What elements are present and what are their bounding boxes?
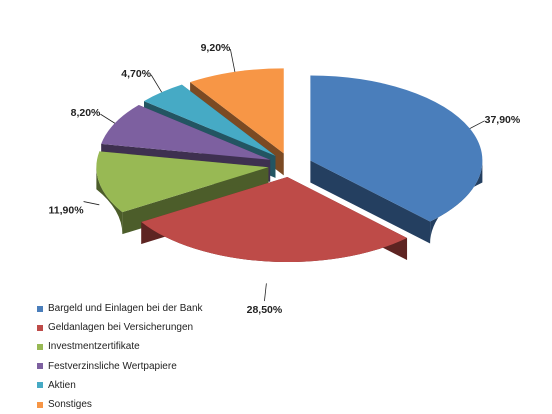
legend-item: Festverzinsliche Wertpapiere <box>37 357 307 376</box>
slice-edge <box>310 160 431 244</box>
legend: Bargeld und Einlagen bei der Bank Geldanl… <box>37 299 307 414</box>
legend-swatch <box>37 363 43 370</box>
leader-line <box>83 201 100 206</box>
leader-line <box>469 120 485 129</box>
data-label-3: 11,90% <box>49 205 85 217</box>
legend-swatch <box>37 401 43 408</box>
legend-item: Geldanlagen bei Versicherungen <box>37 318 307 337</box>
leader-line <box>229 48 236 72</box>
data-labels: 37,90% 28,50% 11,90% 8,20% 4,70% 9,20% <box>49 42 521 316</box>
legend-item: Bargeld und Einlagen bei der Bank <box>37 299 307 318</box>
legend-label: Aktien <box>48 379 76 391</box>
legend-label: Investmentzertifikate <box>48 341 140 353</box>
slice-top <box>190 68 284 154</box>
slice-2 <box>141 177 408 263</box>
legend-item: Investmentzertifikate <box>37 337 307 356</box>
legend-swatch <box>37 305 43 312</box>
data-label-5: 4,70% <box>121 68 151 80</box>
leader-line <box>100 113 116 124</box>
data-label-6: 9,20% <box>201 42 231 54</box>
legend-label: Festverzinsliche Wertpapiere <box>48 360 177 372</box>
pie-slices <box>96 68 483 263</box>
legend-label: Sonstiges <box>48 399 92 411</box>
legend-swatch <box>37 343 43 350</box>
slice-top <box>310 75 483 222</box>
slice-wall <box>96 167 123 235</box>
legend-item: Aktien <box>37 376 307 395</box>
legend-swatch <box>37 324 43 331</box>
legend-swatch <box>37 382 43 389</box>
slice-top <box>141 177 408 263</box>
slice-top <box>101 104 271 160</box>
legend-item: Sonstiges <box>37 395 307 414</box>
slice-top <box>96 151 269 213</box>
data-label-2: 28,50% <box>247 304 283 316</box>
label-leaders <box>83 48 485 302</box>
data-label-1: 37,90% <box>485 114 521 126</box>
leader-line <box>264 283 267 302</box>
legend-label: Bargeld und Einlagen bei der Bank <box>48 303 203 315</box>
slice-1 <box>310 75 483 244</box>
leader-line <box>150 74 163 93</box>
data-label-4: 8,20% <box>71 107 101 119</box>
legend-label: Geldanlagen bei Versicherungen <box>48 322 194 334</box>
slice-top <box>143 84 276 156</box>
